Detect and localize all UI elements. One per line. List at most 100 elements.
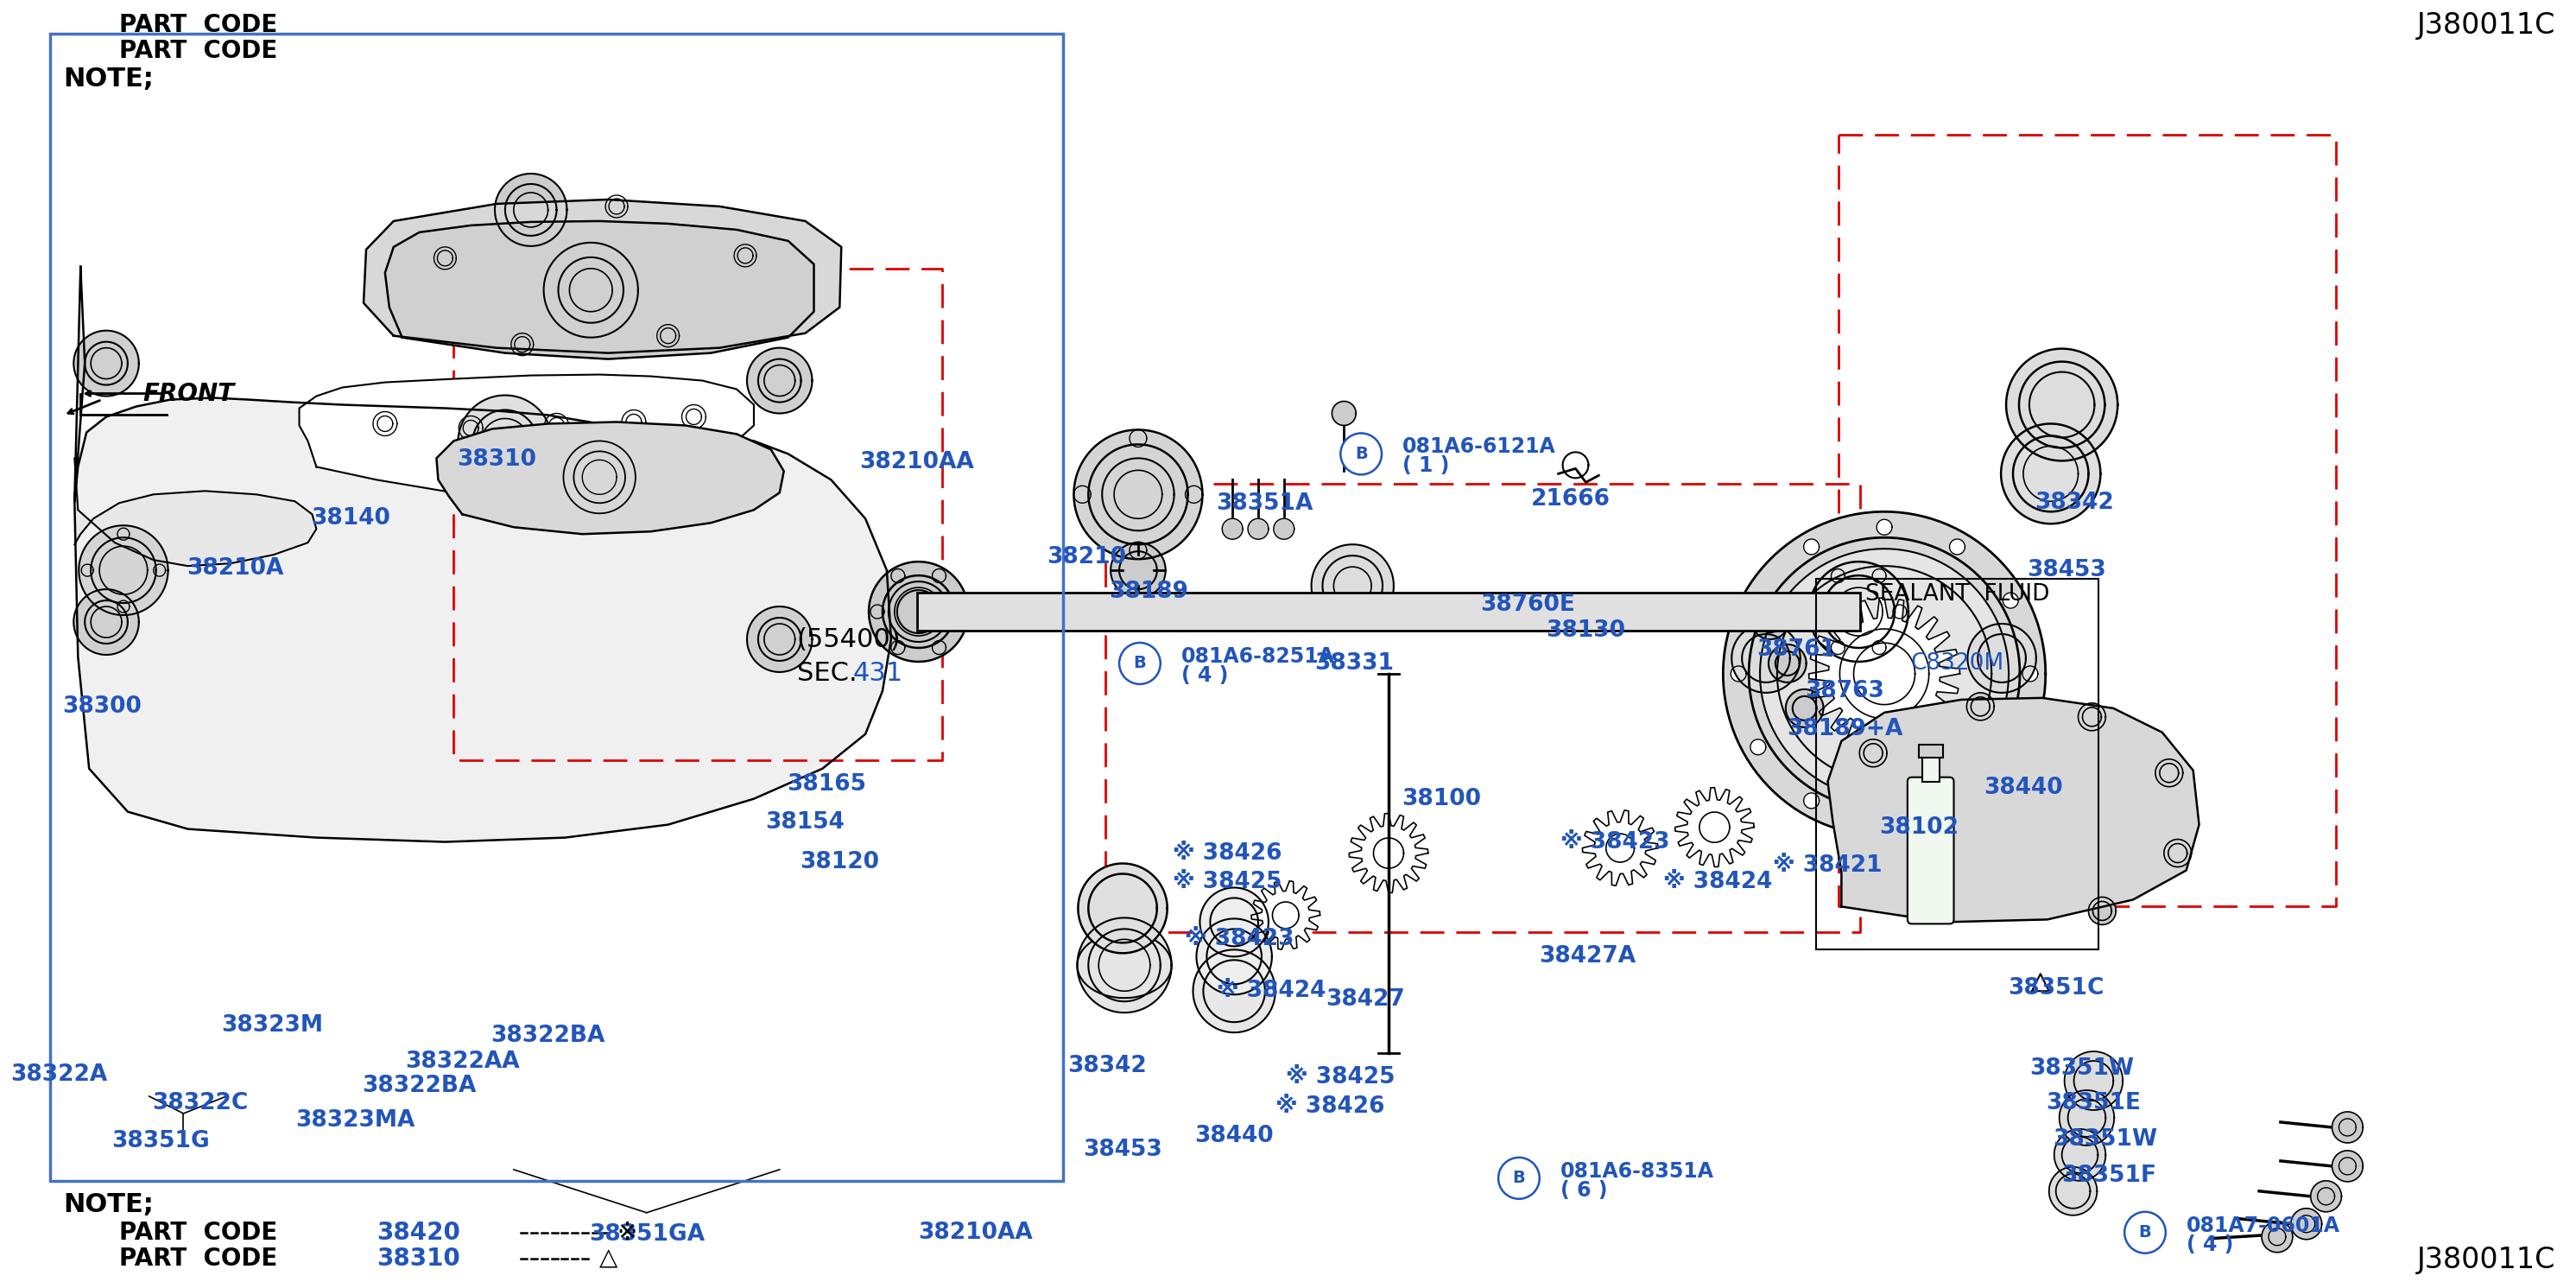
Polygon shape [1079, 864, 1167, 953]
Text: ※ 38423: ※ 38423 [1185, 928, 1293, 950]
Text: PART  CODE: PART CODE [118, 13, 278, 37]
Text: 38351E: 38351E [2045, 1092, 2141, 1114]
Polygon shape [2053, 1129, 2105, 1181]
Text: 38165: 38165 [788, 773, 866, 795]
Text: 081A6-6121A: 081A6-6121A [1401, 437, 1556, 458]
FancyBboxPatch shape [1906, 777, 1953, 924]
Text: J380011C: J380011C [2416, 1246, 2555, 1274]
Polygon shape [80, 526, 167, 615]
Text: 38140: 38140 [312, 508, 392, 529]
Text: ※ 38425: ※ 38425 [1285, 1067, 1394, 1088]
Polygon shape [1875, 519, 1891, 535]
Polygon shape [2022, 667, 2038, 682]
Circle shape [1118, 642, 1159, 685]
Circle shape [1340, 433, 1381, 474]
Text: 38300: 38300 [62, 695, 142, 718]
Text: 38322C: 38322C [152, 1092, 250, 1114]
Text: B: B [1512, 1170, 1525, 1186]
Text: 38189: 38189 [1108, 581, 1188, 603]
Polygon shape [1860, 740, 1886, 767]
Polygon shape [495, 173, 567, 246]
Polygon shape [1195, 919, 1273, 995]
Polygon shape [2002, 424, 2099, 524]
Text: 38310: 38310 [376, 1246, 461, 1270]
Text: ※ 38424: ※ 38424 [1664, 872, 1772, 894]
Polygon shape [1752, 601, 1790, 640]
Polygon shape [2262, 1222, 2293, 1253]
Text: 38322AA: 38322AA [404, 1050, 520, 1073]
Text: 081A6-8251A: 081A6-8251A [1180, 646, 1334, 667]
Polygon shape [1332, 401, 1355, 426]
Polygon shape [2331, 1151, 2362, 1182]
Polygon shape [1252, 881, 1319, 950]
Polygon shape [2004, 740, 2020, 755]
Polygon shape [1731, 624, 1801, 692]
Text: 38342: 38342 [2035, 492, 2115, 514]
Polygon shape [1200, 887, 1267, 956]
Polygon shape [2156, 759, 2182, 787]
Polygon shape [1803, 538, 1819, 555]
Text: 081A6-8351A: 081A6-8351A [1561, 1161, 1713, 1182]
Polygon shape [2290, 1209, 2321, 1240]
Polygon shape [1273, 518, 1293, 540]
Text: SEALANT  FLUID: SEALANT FLUID [1865, 583, 2050, 605]
Polygon shape [2007, 349, 2117, 460]
Polygon shape [1829, 697, 2200, 922]
Text: 38440: 38440 [1195, 1124, 1273, 1147]
Polygon shape [1875, 813, 1891, 828]
Text: NOTE;: NOTE; [64, 1192, 155, 1218]
Polygon shape [1221, 518, 1242, 540]
Polygon shape [2331, 1111, 2362, 1142]
Polygon shape [75, 458, 317, 565]
Text: 38323MA: 38323MA [296, 1109, 415, 1132]
Polygon shape [1965, 692, 1994, 720]
Text: ※ 38426: ※ 38426 [1275, 1095, 1383, 1118]
Polygon shape [1968, 624, 2035, 692]
Text: PART  CODE: PART CODE [118, 1220, 278, 1245]
Polygon shape [1350, 814, 1427, 892]
Text: 431: 431 [853, 662, 902, 686]
Text: ※ 38425: ※ 38425 [1172, 872, 1283, 894]
Text: ※ 38421: ※ 38421 [1772, 854, 1883, 877]
Polygon shape [868, 562, 969, 662]
Polygon shape [75, 267, 891, 842]
Text: 38210AA: 38210AA [920, 1222, 1033, 1244]
Polygon shape [1759, 549, 2009, 799]
Text: 38210: 38210 [1046, 546, 1126, 569]
Text: ( 4 ): ( 4 ) [2187, 1235, 2233, 1255]
Text: 38351W: 38351W [2053, 1128, 2156, 1151]
Text: 38760E: 38760E [1481, 594, 1574, 617]
Polygon shape [1311, 545, 1394, 627]
Text: 38351W: 38351W [2030, 1058, 2133, 1079]
Text: PART  CODE: PART CODE [118, 1246, 278, 1270]
Polygon shape [1074, 429, 1203, 559]
Polygon shape [1785, 690, 1824, 727]
Polygon shape [1582, 810, 1659, 886]
Text: △: △ [600, 1246, 618, 1270]
Polygon shape [1950, 794, 1965, 809]
Text: 081A7-0601A: 081A7-0601A [2187, 1215, 2339, 1236]
Text: 21666: 21666 [1530, 488, 1610, 510]
Polygon shape [1950, 538, 1965, 555]
Text: 38331: 38331 [1314, 653, 1394, 674]
Bar [917, 592, 1860, 631]
Polygon shape [1077, 918, 1172, 1013]
Text: 38310: 38310 [456, 449, 536, 472]
Polygon shape [1247, 518, 1267, 540]
Polygon shape [2063, 1051, 2123, 1110]
Polygon shape [1808, 562, 1909, 662]
Polygon shape [1731, 667, 1747, 682]
Text: (55400): (55400) [796, 627, 902, 651]
Polygon shape [75, 331, 139, 396]
Polygon shape [564, 441, 636, 513]
Text: 38210AA: 38210AA [860, 451, 974, 474]
Text: ※ 38424: ※ 38424 [1216, 979, 1327, 1003]
Text: 38351C: 38351C [2007, 977, 2105, 1000]
Text: 38763: 38763 [1806, 679, 1886, 703]
Text: ※ 38426: ※ 38426 [1172, 842, 1283, 864]
Text: 38323M: 38323M [222, 1014, 322, 1037]
Text: 38761: 38761 [1757, 638, 1837, 660]
Text: 38351A: 38351A [1216, 492, 1314, 515]
Text: 38120: 38120 [801, 850, 878, 873]
Polygon shape [1808, 597, 1960, 750]
